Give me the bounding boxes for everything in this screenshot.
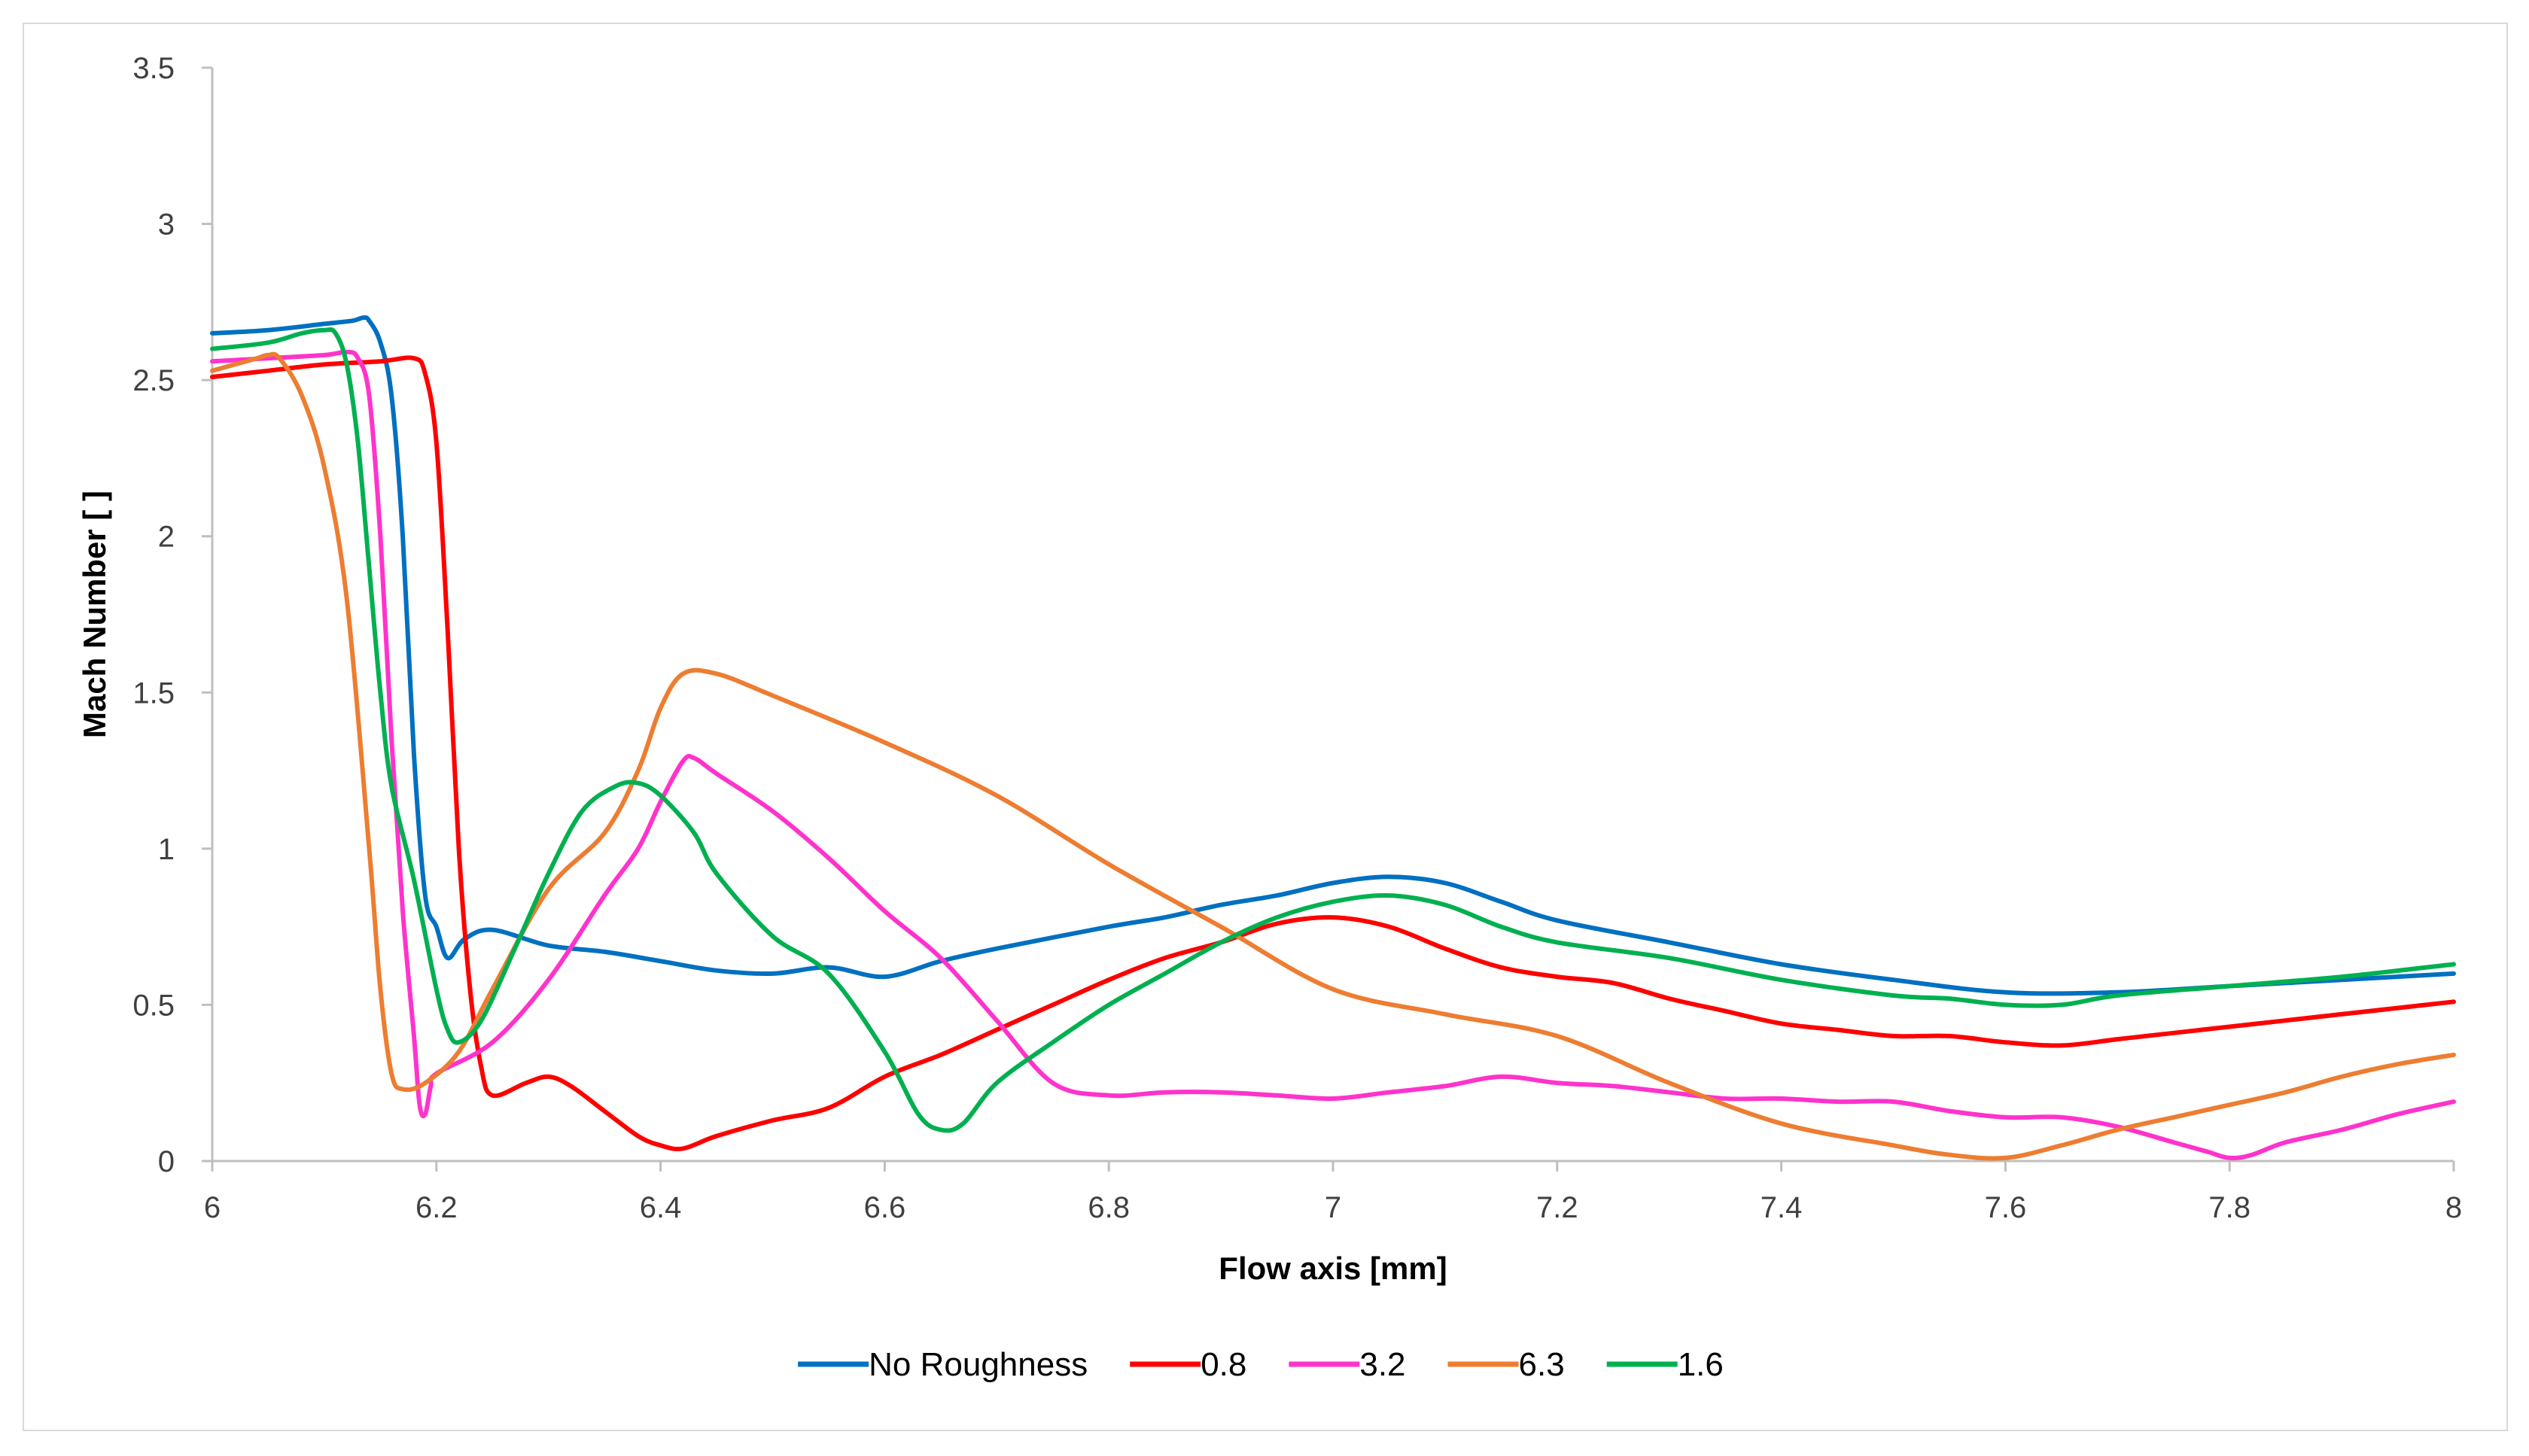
x-tick-label: 7.6 — [1985, 1191, 2027, 1224]
x-axis-title: Flow axis [mm] — [1219, 1251, 1447, 1286]
legend-item: 3.2 — [1289, 1346, 1406, 1383]
y-tick-label: 0 — [158, 1145, 175, 1178]
y-tick-labels: 0 0.5 1 1.5 2 2.5 3 3.5 — [132, 52, 175, 1178]
legend-label: No Roughness — [869, 1346, 1088, 1383]
y-axis-title: Mach Number [ ] — [77, 491, 112, 738]
legend: No Roughness 0.8 3.2 6.3 1.6 — [798, 1346, 1724, 1383]
legend-item: No Roughness — [798, 1346, 1088, 1383]
series-line-1-6 — [210, 327, 2456, 1133]
x-tick-label: 6.4 — [640, 1191, 682, 1224]
x-tick-label: 8 — [2445, 1191, 2462, 1224]
x-tick-label: 7.4 — [1761, 1191, 1803, 1224]
legend-item: 6.3 — [1447, 1346, 1565, 1383]
x-tick-label: 7 — [1325, 1191, 1341, 1224]
y-tick-marks — [202, 66, 212, 1163]
legend-label: 0.8 — [1201, 1346, 1246, 1383]
series-line-no-roughness — [210, 315, 2456, 996]
y-tick-label: 3 — [158, 208, 175, 242]
x-tick-label: 6.6 — [864, 1191, 906, 1224]
y-tick-label: 2 — [158, 521, 175, 554]
series-line-6-3 — [210, 351, 2456, 1161]
series-line-3-2 — [210, 349, 2456, 1160]
chart-frame — [23, 23, 2508, 1431]
y-tick-label: 0.5 — [132, 989, 175, 1022]
series-line-0-8 — [210, 355, 2456, 1152]
series-lines — [210, 315, 2456, 1161]
legend-label: 1.6 — [1678, 1346, 1724, 1383]
x-tick-marks — [211, 1161, 2455, 1172]
legend-item: 1.6 — [1606, 1346, 1724, 1383]
x-tick-label: 6.2 — [415, 1191, 458, 1224]
x-tick-label: 6.8 — [1088, 1191, 1130, 1224]
x-tick-label: 6 — [204, 1191, 221, 1224]
x-tick-label: 7.2 — [1536, 1191, 1578, 1224]
y-tick-label: 1 — [158, 833, 175, 866]
y-tick-label: 1.5 — [132, 676, 175, 710]
legend-label: 6.3 — [1519, 1346, 1565, 1383]
legend-label: 3.2 — [1359, 1346, 1405, 1383]
y-tick-label: 3.5 — [132, 52, 175, 85]
y-tick-label: 2.5 — [132, 364, 175, 397]
legend-item: 0.8 — [1130, 1346, 1246, 1383]
x-tick-label: 7.8 — [2208, 1191, 2251, 1224]
x-tick-labels: 6 6.2 6.4 6.6 6.8 7 7.2 7.4 7.6 7.8 8 — [204, 1191, 2462, 1224]
